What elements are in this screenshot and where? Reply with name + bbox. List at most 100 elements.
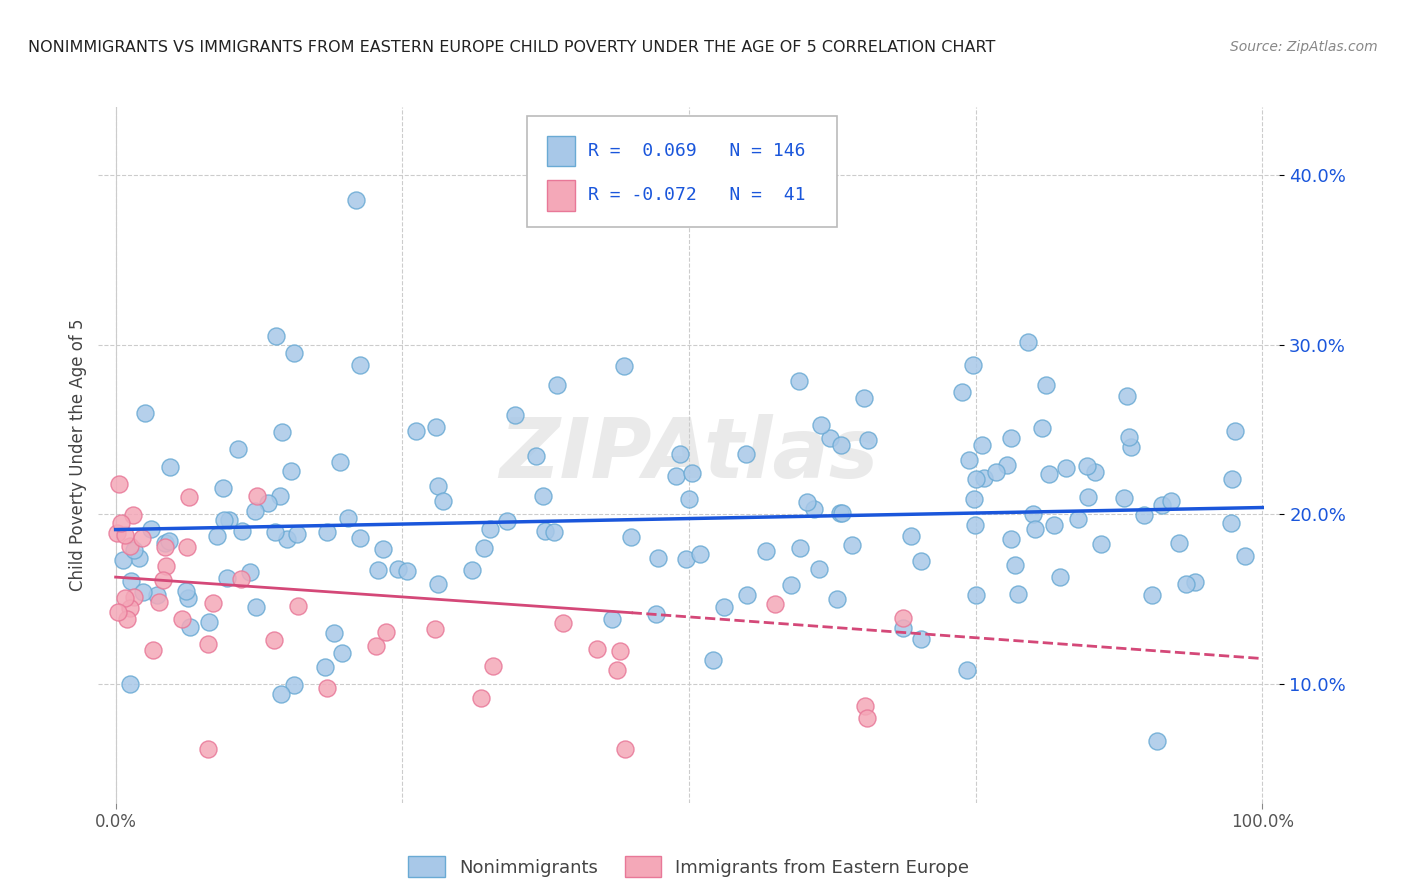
Point: [1031, 421, 1053, 435]
Point: [1004, 558, 1026, 573]
Point: [174, 584, 197, 599]
Text: R =  0.069   N = 146: R = 0.069 N = 146: [588, 142, 806, 160]
Point: [891, 611, 914, 625]
Point: [853, 392, 876, 406]
Point: [681, 466, 703, 480]
Point: [170, 612, 193, 626]
Point: [337, 511, 360, 525]
Point: [962, 491, 984, 506]
Point: [329, 455, 352, 469]
Point: [689, 547, 711, 561]
Point: [405, 424, 427, 438]
Point: [131, 531, 153, 545]
Point: [1133, 508, 1156, 523]
Point: [613, 359, 636, 374]
Point: [344, 194, 367, 208]
Point: [228, 442, 250, 457]
Point: [214, 512, 236, 526]
Point: [153, 541, 176, 555]
Point: [479, 523, 502, 537]
Point: [818, 431, 841, 445]
Point: [853, 699, 876, 714]
Point: [118, 676, 141, 690]
Point: [269, 489, 291, 503]
Point: [198, 615, 221, 629]
Point: [735, 588, 758, 602]
Point: [395, 564, 418, 578]
Point: [423, 623, 446, 637]
Point: [110, 516, 132, 530]
Point: [231, 524, 253, 538]
Point: [197, 637, 219, 651]
Point: [239, 565, 262, 579]
Point: [387, 561, 409, 575]
Point: [531, 489, 554, 503]
Point: [177, 490, 200, 504]
Point: [114, 591, 136, 605]
Point: [375, 624, 398, 639]
Point: [620, 530, 643, 544]
Point: [1017, 334, 1039, 349]
Point: [647, 550, 669, 565]
Point: [146, 588, 169, 602]
Point: [1035, 378, 1057, 392]
Point: [315, 525, 337, 540]
Point: [283, 346, 305, 360]
Point: [586, 642, 609, 657]
Point: [107, 605, 129, 619]
Point: [122, 590, 145, 604]
Text: Source: ZipAtlas.com: Source: ZipAtlas.com: [1230, 40, 1378, 54]
Point: [114, 528, 136, 542]
Point: [1150, 498, 1173, 512]
Point: [112, 553, 135, 567]
Point: [1038, 467, 1060, 481]
Point: [287, 599, 309, 614]
Point: [609, 644, 631, 658]
Point: [503, 408, 526, 422]
Point: [124, 542, 146, 557]
Point: [128, 551, 150, 566]
Point: [323, 626, 346, 640]
Point: [1118, 430, 1140, 444]
Point: [495, 514, 517, 528]
Point: [246, 489, 269, 503]
Point: [984, 465, 1007, 479]
Point: [218, 513, 240, 527]
Point: [1223, 424, 1246, 438]
Point: [108, 477, 131, 491]
Point: [472, 541, 495, 555]
Point: [1234, 549, 1257, 563]
Point: [965, 472, 987, 486]
Point: [613, 742, 636, 756]
Point: [1090, 537, 1112, 551]
Point: [645, 607, 668, 622]
Point: [1220, 472, 1243, 486]
Point: [159, 459, 181, 474]
Text: NONIMMIGRANTS VS IMMIGRANTS FROM EASTERN EUROPE CHILD POVERTY UNDER THE AGE OF 5: NONIMMIGRANTS VS IMMIGRANTS FROM EASTERN…: [28, 40, 995, 55]
Point: [973, 471, 995, 485]
Point: [364, 640, 387, 654]
Point: [1184, 575, 1206, 590]
Point: [602, 612, 624, 626]
Point: [142, 642, 165, 657]
Text: ZIPAtlas: ZIPAtlas: [499, 415, 879, 495]
Point: [461, 563, 484, 577]
Point: [787, 374, 810, 388]
Point: [526, 449, 548, 463]
Point: [831, 506, 853, 520]
Point: [148, 595, 170, 609]
Point: [373, 541, 395, 556]
Point: [808, 562, 831, 576]
Point: [755, 544, 778, 558]
Point: [1160, 493, 1182, 508]
Point: [669, 447, 692, 461]
Point: [856, 711, 879, 725]
Point: [1112, 491, 1135, 505]
Point: [789, 541, 811, 555]
Point: [910, 632, 932, 646]
Point: [1054, 460, 1077, 475]
Point: [426, 479, 449, 493]
Point: [830, 438, 852, 452]
Point: [270, 425, 292, 439]
Point: [856, 433, 879, 447]
